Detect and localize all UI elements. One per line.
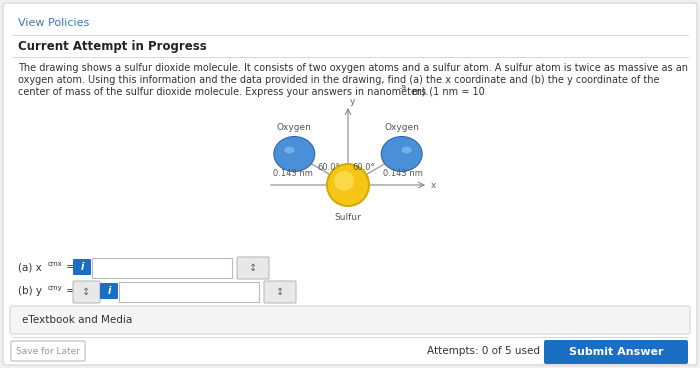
Text: m).: m). (409, 87, 428, 97)
Text: View Policies: View Policies (18, 18, 90, 28)
Text: center of mass of the sulfur dioxide molecule. Express your answers in nanometer: center of mass of the sulfur dioxide mol… (18, 87, 484, 97)
FancyBboxPatch shape (100, 283, 118, 299)
Text: Current Attempt in Progress: Current Attempt in Progress (18, 40, 206, 53)
Ellipse shape (381, 136, 423, 172)
Ellipse shape (382, 137, 421, 171)
Ellipse shape (334, 171, 354, 191)
Text: =: = (63, 286, 75, 296)
Text: Oxygen: Oxygen (384, 123, 419, 132)
Text: i: i (80, 262, 84, 272)
Ellipse shape (326, 163, 370, 207)
Text: 0.143 nm: 0.143 nm (383, 169, 423, 178)
FancyBboxPatch shape (119, 282, 259, 302)
FancyBboxPatch shape (73, 281, 100, 303)
FancyBboxPatch shape (237, 257, 269, 279)
Text: Attempts: 0 of 5 used: Attempts: 0 of 5 used (427, 346, 540, 356)
Ellipse shape (402, 146, 412, 153)
Text: Save for Later: Save for Later (16, 347, 80, 355)
Text: -9: -9 (400, 85, 407, 91)
Text: cmy: cmy (48, 285, 63, 291)
Ellipse shape (284, 146, 294, 153)
Text: ↕: ↕ (276, 287, 284, 297)
Ellipse shape (273, 136, 315, 172)
FancyBboxPatch shape (73, 259, 91, 275)
Text: 0.143 nm: 0.143 nm (273, 169, 313, 178)
Text: cmx: cmx (48, 261, 63, 267)
Ellipse shape (328, 165, 368, 205)
FancyBboxPatch shape (3, 3, 697, 365)
Text: =: = (63, 262, 75, 272)
Ellipse shape (274, 137, 314, 171)
Text: (a) x: (a) x (18, 262, 42, 272)
FancyBboxPatch shape (92, 258, 232, 278)
FancyBboxPatch shape (11, 341, 85, 361)
FancyBboxPatch shape (264, 281, 296, 303)
Text: (b) y: (b) y (18, 286, 42, 296)
FancyBboxPatch shape (544, 340, 688, 364)
Text: 60.0°: 60.0° (352, 163, 375, 171)
Text: Sulfur: Sulfur (335, 213, 361, 222)
Text: Oxygen: Oxygen (277, 123, 312, 132)
Text: 60.0°: 60.0° (317, 163, 340, 171)
Text: eTextbook and Media: eTextbook and Media (22, 315, 132, 325)
Text: ↕: ↕ (249, 263, 257, 273)
Text: y: y (350, 98, 356, 106)
Text: ↕: ↕ (82, 287, 90, 297)
Text: i: i (107, 286, 111, 296)
Text: Submit Answer: Submit Answer (568, 347, 664, 357)
Text: The drawing shows a sulfur dioxide molecule. It consists of two oxygen atoms and: The drawing shows a sulfur dioxide molec… (18, 63, 688, 73)
Text: oxygen atom. Using this information and the data provided in the drawing, find (: oxygen atom. Using this information and … (18, 75, 659, 85)
Text: x: x (431, 181, 436, 191)
FancyBboxPatch shape (10, 306, 690, 334)
